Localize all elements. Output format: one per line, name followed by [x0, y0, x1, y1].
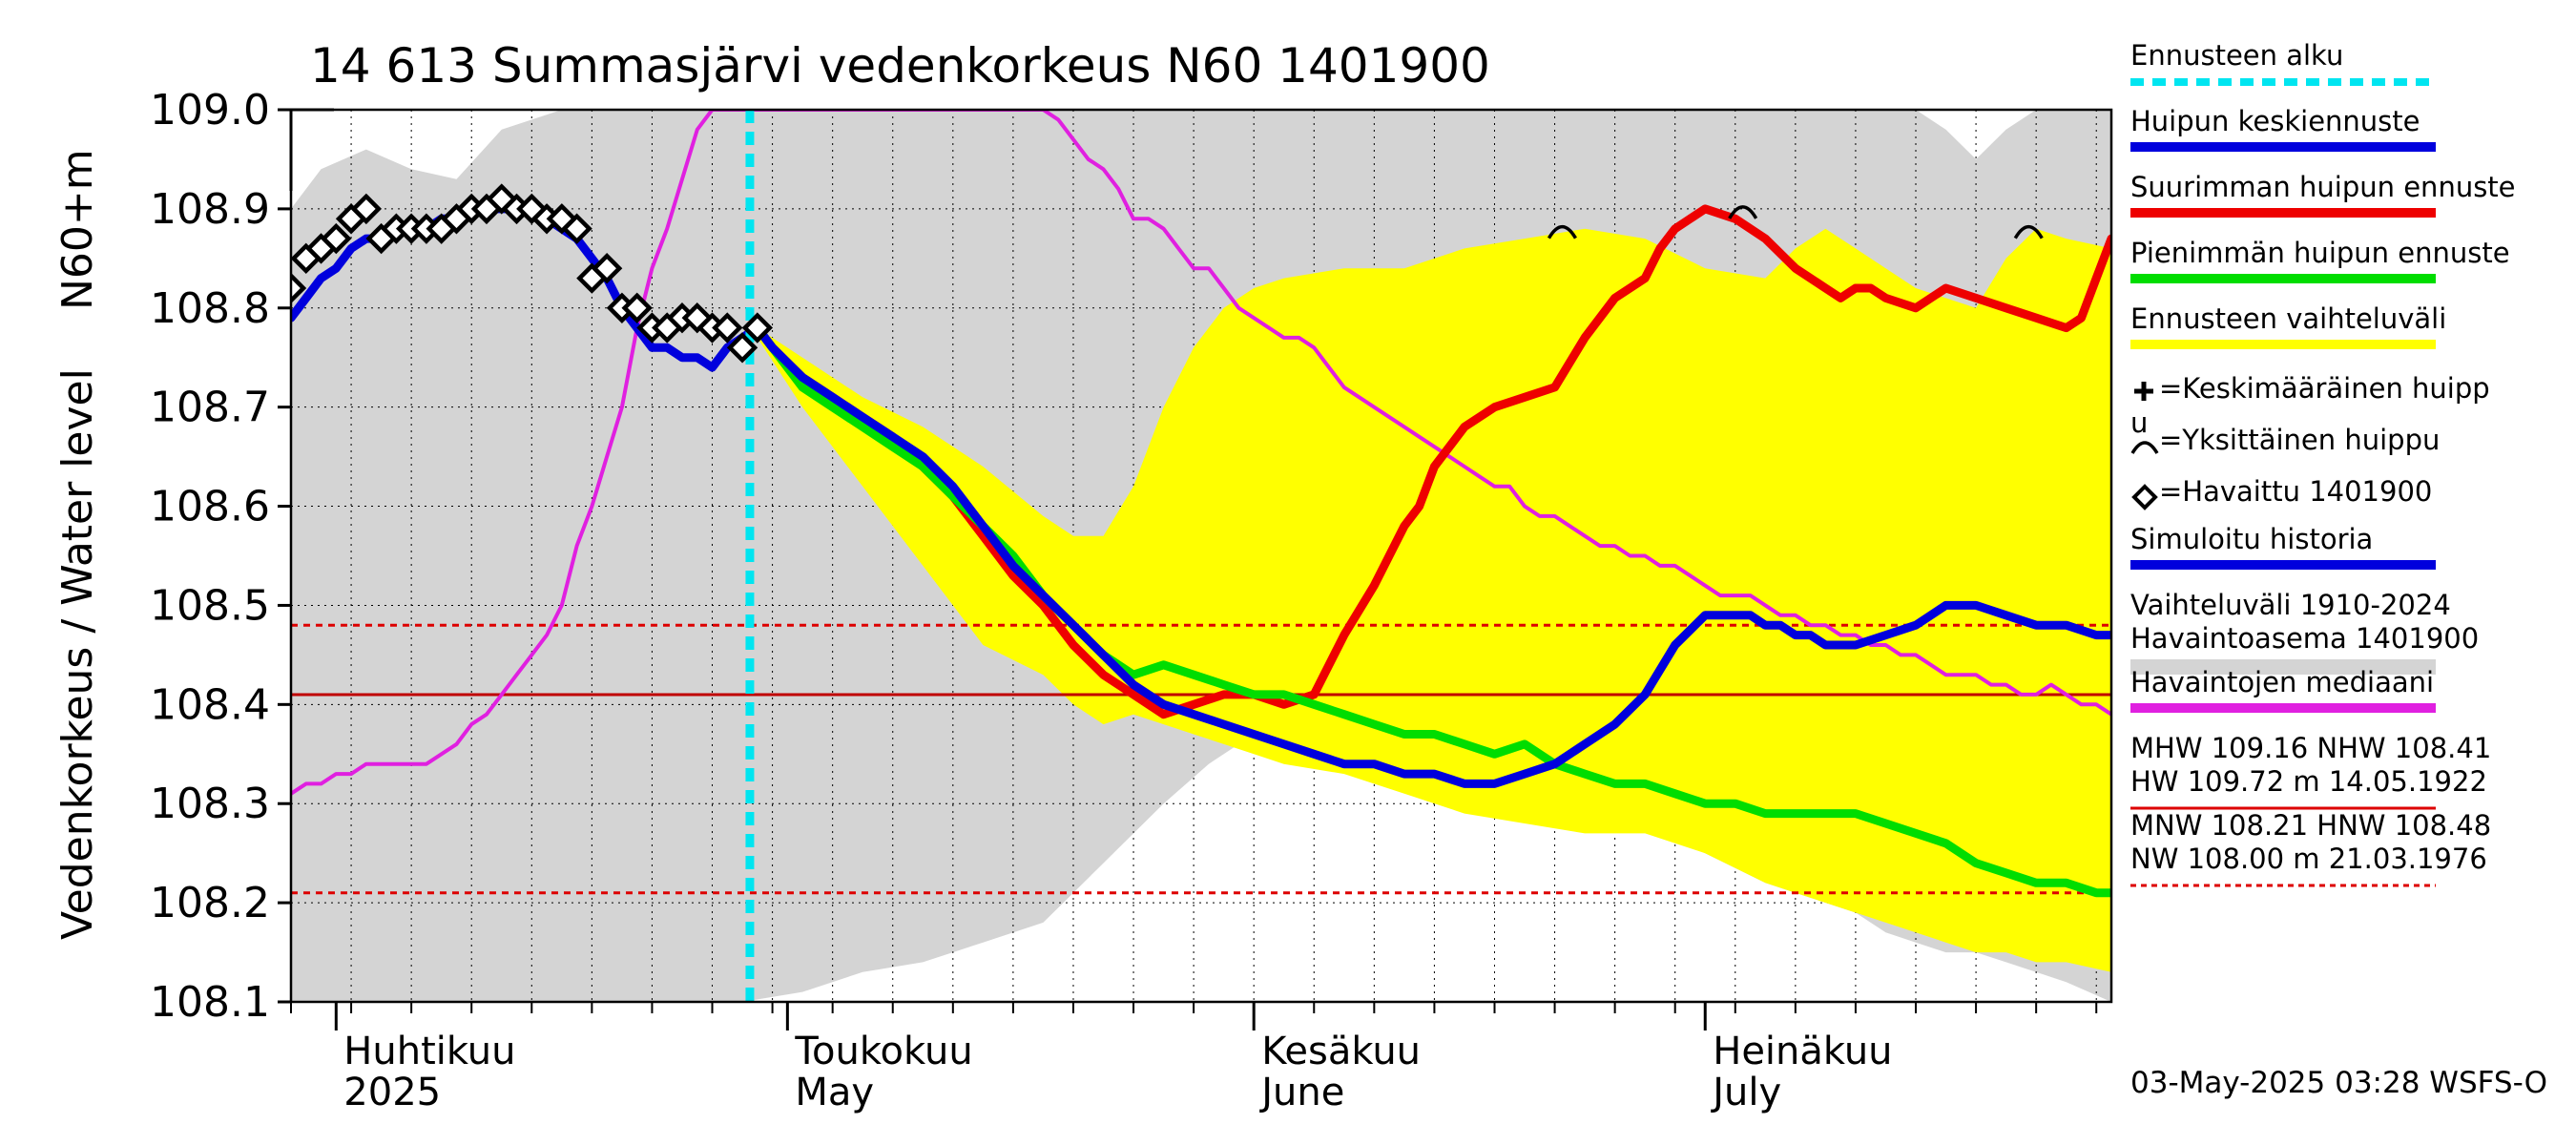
y-tick-label: 108.7	[150, 384, 270, 432]
plus-icon	[2134, 382, 2153, 401]
series-line-1	[753, 204, 2111, 719]
legend-swatch	[2130, 142, 2436, 152]
y-tick-label: 108.8	[150, 284, 270, 333]
legend-swatch	[2130, 703, 2436, 713]
y-tick-label: 108.2	[150, 879, 270, 927]
observation-marker	[712, 312, 743, 344]
observation-marker	[681, 302, 713, 334]
legend-item: =Keskimääräinen huipp u	[2130, 372, 2490, 439]
y-tick-label: 108.4	[150, 680, 270, 729]
x-month-label-fi: Heinäkuu	[1713, 1030, 1892, 1073]
legend-item: Huipun keskiennuste	[2130, 105, 2436, 152]
legend-label: Ennusteen vaihteluväli	[2130, 302, 2446, 335]
legend-label-2: HW 109.72 m 14.05.1922	[2130, 765, 2487, 798]
y-tick-label: 108.9	[150, 185, 270, 234]
legend-item: Havaintojen mediaani	[2130, 666, 2436, 713]
legend-item: Simuloitu historia	[2130, 523, 2436, 570]
x-month-label-fi: Huhtikuu	[343, 1030, 515, 1073]
legend-label-2: NW 108.00 m 21.03.1976	[2130, 843, 2487, 875]
legend-item: Vaihteluväli 1910-2024 Havaintoasema 140…	[2130, 589, 2479, 675]
legend-label: Huipun keskiennuste	[2130, 105, 2420, 137]
y-tick-label: 108.5	[150, 581, 270, 630]
x-month-label-en: July	[1710, 1071, 1781, 1114]
legend-label: Vaihteluväli 1910-2024	[2130, 589, 2451, 621]
x-month-label-en: June	[1258, 1071, 1344, 1114]
legend-item: Suurimman huipun ennuste	[2130, 171, 2516, 218]
legend: Ennusteen alku Huipun keskiennuste Suurimm…	[2130, 39, 2516, 887]
legend-swatch	[2130, 274, 2436, 283]
single-peak-marker	[2013, 224, 2044, 239]
observation-marker	[546, 203, 578, 235]
y-axis-unit: N60+m	[53, 149, 102, 310]
observation-marker	[321, 222, 352, 255]
axes: 108.1 108.2 108.3 108.4 108.5 108.6 108.7 108.8…	[150, 86, 2113, 1114]
observation-marker	[561, 213, 592, 244]
y-tick-label: 108.6	[150, 483, 270, 531]
x-month-label-en: May	[795, 1071, 874, 1114]
legend-label: =Havaittu 1401900	[2159, 475, 2432, 508]
y-axis-title: Vedenkorkeus / Water level	[53, 368, 102, 940]
observation-marker	[516, 193, 548, 225]
single-peak-marker	[1728, 205, 1758, 219]
forecast-range-band	[757, 228, 2111, 972]
legend-label: Simuloitu historia	[2130, 523, 2373, 555]
legend-label: Suurimman huipun ennuste	[2130, 171, 2516, 203]
observation-marker	[350, 193, 383, 225]
legend-label: Pienimmän huipun ennuste	[2130, 237, 2510, 269]
observation-marker	[726, 332, 758, 364]
chart-title: 14 613 Summasjärvi vedenkorkeus N60 1401…	[310, 38, 1490, 94]
series-line-0	[291, 110, 2111, 796]
observation-marker	[621, 292, 653, 323]
legend-label: MHW 109.16 NHW 108.41	[2130, 732, 2491, 764]
plot-frame	[289, 108, 2113, 1004]
y-tick-label: 108.3	[150, 780, 270, 828]
plot-area	[291, 110, 2111, 1002]
x-month-label-fi: Toukokuu	[794, 1030, 972, 1073]
legend-item: Pienimmän huipun ennuste	[2130, 237, 2510, 283]
y-tick-label: 108.1	[150, 978, 270, 1027]
observation-marker	[591, 253, 623, 284]
diamond-icon	[2131, 484, 2158, 510]
legend-label: =Yksittäinen huippu	[2159, 424, 2440, 456]
plot-content	[291, 110, 2111, 1002]
x-month-label-en: 2025	[343, 1071, 441, 1114]
legend-label: MNW 108.21 HNW 108.48	[2130, 809, 2491, 842]
legend-item: =Havaittu 1401900	[2131, 475, 2432, 510]
legend-label: Ennusteen alku	[2130, 39, 2343, 72]
arc-icon	[2130, 441, 2159, 454]
legend-swatch	[2130, 560, 2436, 570]
legend-item: =Yksittäinen huippu	[2130, 424, 2440, 456]
x-month-label-fi: Kesäkuu	[1261, 1030, 1421, 1073]
observation-marker	[291, 272, 307, 304]
legend-label: =Keskimääräinen huipp	[2159, 372, 2490, 405]
legend-item: Ennusteen alku	[2130, 39, 2436, 86]
legend-label: Havaintojen mediaani	[2130, 666, 2434, 698]
legend-swatch	[2130, 659, 2436, 675]
single-peak-marker	[1547, 224, 1577, 239]
y-axis-label: N60+m Vedenkorkeus / Water level	[53, 149, 102, 940]
legend-item: Ennusteen vaihteluväli	[2130, 302, 2446, 349]
y-tick-label: 109.0	[150, 86, 270, 135]
timestamp: 03-May-2025 03:28 WSFS-O	[2130, 1066, 2547, 1100]
legend-label-2: Havaintoasema 1401900	[2130, 622, 2479, 655]
legend-label-2: u	[2130, 406, 2148, 439]
observation-marker	[741, 312, 774, 344]
legend-swatch	[2130, 340, 2436, 349]
legend-swatch	[2130, 208, 2436, 218]
observations	[291, 183, 774, 364]
